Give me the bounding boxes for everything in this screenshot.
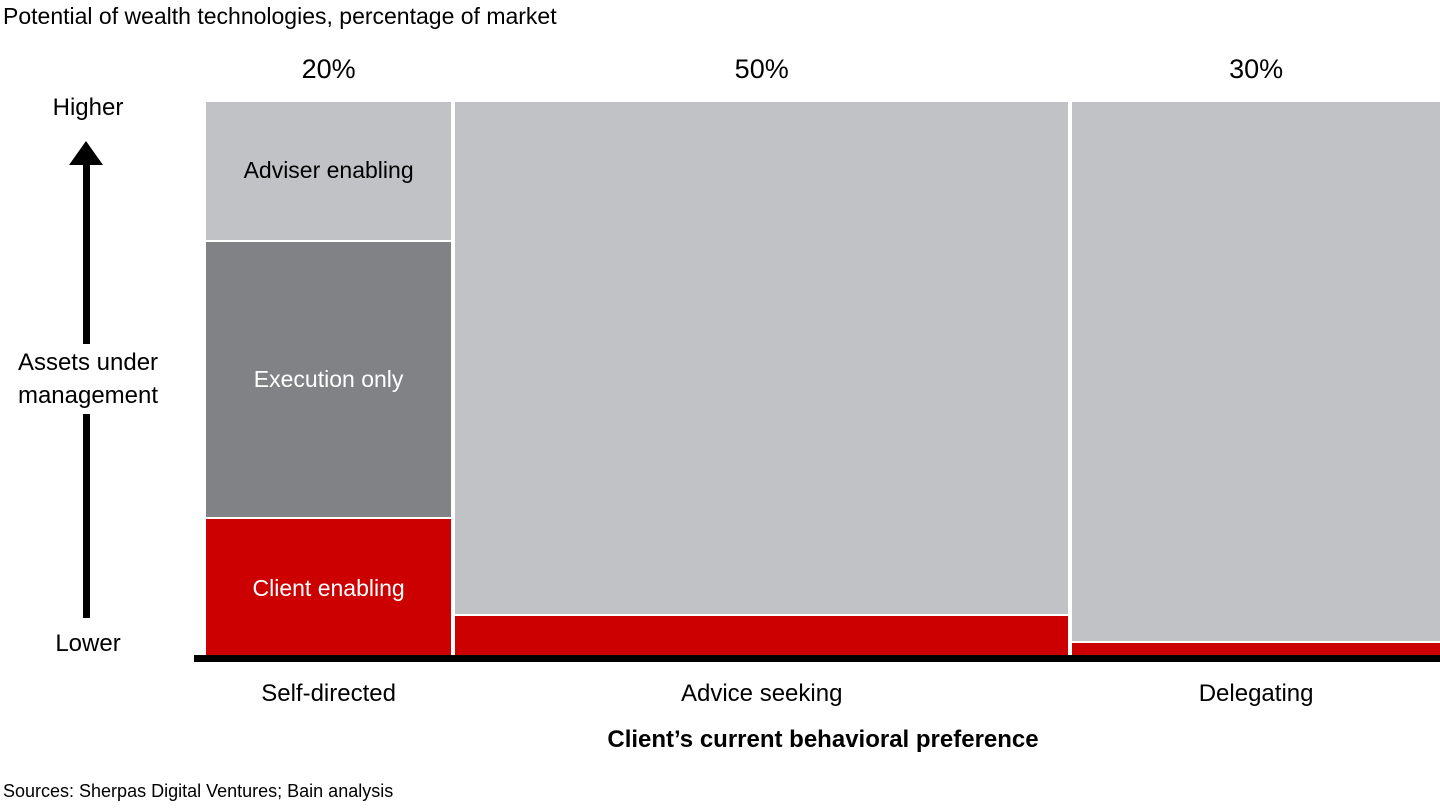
- column-share-header-row: 20% 50% 30%: [206, 53, 1440, 85]
- chart-title: Potential of wealth technologies, percen…: [3, 3, 557, 29]
- segment-client-enabling: [1072, 643, 1440, 657]
- mekko-column-advice-seeking: [455, 102, 1069, 657]
- y-axis-higher-label: Higher: [52, 94, 124, 121]
- column-share-label-self-directed: 20%: [301, 54, 356, 84]
- segment-unlabeled-gray: [1072, 102, 1440, 642]
- segment-adviser-enabling: Adviser enabling: [206, 102, 452, 240]
- x-axis-baseline: [194, 655, 1440, 662]
- x-category-label-self-directed: Self-directed: [261, 680, 396, 707]
- source-note: Sources: Sherpas Digital Ventures; Bain …: [3, 781, 394, 801]
- x-axis-title: Client’s current behavioral preference: [607, 726, 1039, 753]
- x-axis-category-row: Self-directed Advice seeking Delegating: [206, 680, 1440, 708]
- x-category-label-advice-seeking: Advice seeking: [680, 680, 843, 707]
- y-axis-arrow-up-icon: [69, 141, 103, 165]
- mekko-column-self-directed: Adviser enabling Execution only Client ena…: [206, 102, 452, 657]
- segment-label-adviser-enabling: Adviser enabling: [243, 157, 414, 184]
- y-axis-title-line1: Assets under: [17, 349, 159, 376]
- segment-client-enabling: [455, 615, 1069, 657]
- mekko-column-delegating: [1072, 102, 1440, 657]
- segment-client-enabling: Client enabling: [206, 519, 452, 657]
- column-share-label-delegating: 30%: [1229, 54, 1284, 84]
- segment-execution-only: Execution only: [206, 241, 452, 518]
- y-axis-title-line2: management: [17, 382, 159, 409]
- segment-label-client-enabling: Client enabling: [252, 574, 405, 601]
- segment-unlabeled-gray: [455, 102, 1069, 614]
- column-share-label-advice-seeking: 50%: [734, 54, 789, 84]
- mekko-chart: Adviser enabling Execution only Client ena…: [206, 102, 1440, 657]
- x-category-label-delegating: Delegating: [1198, 680, 1314, 707]
- segment-label-execution-only: Execution only: [253, 366, 404, 392]
- y-axis-title: Assets under management: [0, 344, 176, 414]
- y-axis-lower-label: Lower: [55, 630, 121, 657]
